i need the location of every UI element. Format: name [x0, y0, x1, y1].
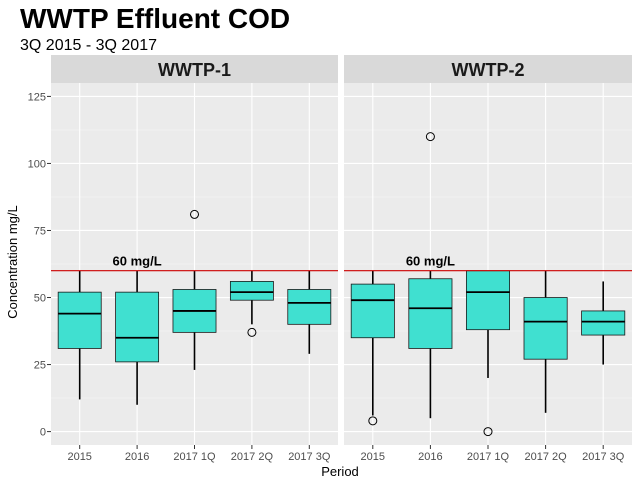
x-axis-label: Period: [321, 464, 359, 479]
reference-line-label: 60 mg/L: [406, 254, 455, 269]
x-tick-label: 2016: [125, 451, 149, 463]
y-tick-label: 125: [28, 91, 46, 103]
x-tick-label: 2017 2Q: [524, 451, 567, 463]
box-2017-1q: [172, 209, 217, 370]
box-2016: [408, 132, 453, 419]
chart-title: WWTP Effluent COD: [20, 3, 290, 34]
box-body: [581, 310, 626, 336]
outlier-point: [368, 416, 378, 426]
facet-strip: [51, 55, 338, 83]
x-tick-label: 2017 1Q: [173, 451, 216, 463]
box-body: [465, 270, 510, 331]
x-tick-label: 2015: [361, 451, 385, 463]
x-tick-label: 2017 3Q: [582, 451, 625, 463]
box-body: [350, 283, 395, 339]
facet-strip-label: WWTP-2: [452, 60, 525, 80]
x-tick-label: 2017 1Q: [467, 451, 510, 463]
y-tick-label: 50: [34, 293, 46, 305]
box-2015: [350, 270, 395, 426]
facet-strip: [344, 55, 632, 83]
outlier-point: [190, 209, 199, 219]
x-tick-label: 2017 3Q: [288, 451, 331, 463]
outlier-point: [483, 427, 493, 437]
reference-line-label: 60 mg/L: [113, 254, 162, 269]
facet-strip-label: WWTP-1: [158, 60, 231, 80]
y-axis-label: Concentration mg/L: [5, 205, 20, 318]
box-body: [229, 281, 274, 301]
box-2015: [57, 270, 102, 400]
box-body: [57, 291, 102, 349]
x-tick-label: 2016: [418, 451, 442, 463]
y-tick-label: 0: [40, 427, 46, 439]
box-body: [115, 291, 160, 363]
box-body: [408, 278, 453, 349]
box-2016: [115, 270, 160, 405]
x-tick-label: 2017 2Q: [231, 451, 274, 463]
box-2017-3q: [581, 281, 626, 365]
y-tick-label: 75: [34, 225, 46, 237]
outlier-point: [247, 327, 257, 337]
y-tick-label: 100: [28, 158, 46, 170]
box-body: [523, 297, 568, 360]
facet-panel-1: WWTP-1 60 mg/L 2015 2016 2017 1Q 2017 2Q 2017 …: [51, 55, 338, 463]
x-tick-label: 2015: [67, 451, 91, 463]
facets-layer: 0 25 50 75 100 125 WWTP-1 60 mg/L 2015 2016 2017 1…: [28, 55, 632, 463]
chart-subtitle: 3Q 2015 - 3Q 2017: [20, 37, 157, 54]
box-body: [287, 289, 332, 325]
y-tick-label: 25: [34, 360, 46, 372]
box-2017-2q: [229, 270, 274, 337]
box-2017-3q: [287, 270, 332, 354]
box-2017-1q: [465, 270, 510, 437]
outlier-point: [425, 132, 435, 142]
box-2017-2q: [523, 270, 568, 413]
facet-panel-2: WWTP-2 60 mg/L 2015 2016 2017 1Q 2017 2Q 2017 …: [344, 55, 632, 463]
